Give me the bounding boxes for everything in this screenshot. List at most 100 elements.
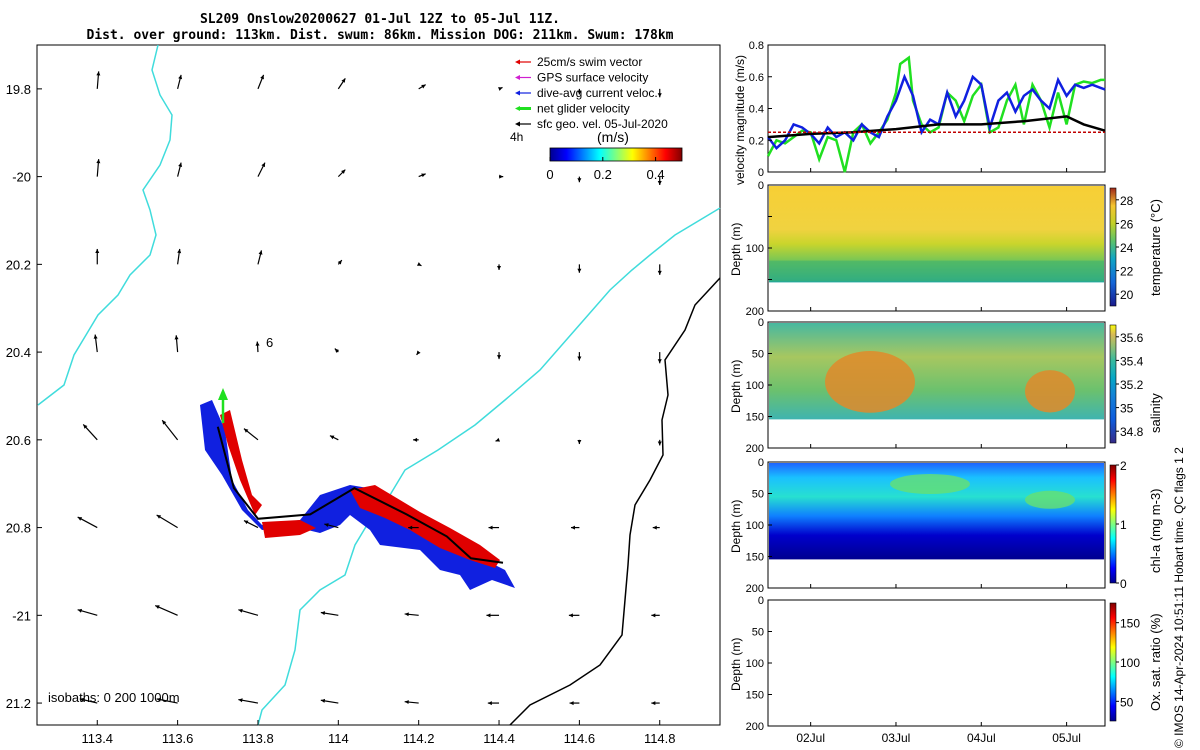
isobaths-label: isobaths: 0 200 1000m bbox=[48, 690, 180, 705]
velocity-ticks: 0 0.2 0.4 0.6 0.8 bbox=[749, 40, 1068, 179]
geo-vector-head bbox=[497, 355, 502, 360]
map-xtick-label: 114 bbox=[328, 731, 349, 746]
geo-vector-head bbox=[652, 525, 657, 530]
geo-vector-head bbox=[77, 517, 83, 521]
geo-vector-head bbox=[243, 520, 249, 525]
chart-title-line2: Dist. over ground: 113km. Dist. swum: 86… bbox=[86, 28, 674, 43]
depth-tick-label: 50 bbox=[752, 349, 764, 361]
geo-vector-head bbox=[238, 608, 243, 613]
coastline bbox=[37, 44, 173, 406]
map-axes-box bbox=[36, 44, 721, 726]
velocity-series bbox=[766, 55, 1106, 173]
colorbar-tick-label: 26 bbox=[1120, 217, 1134, 231]
geo-vector-head bbox=[79, 697, 85, 702]
depth-tick-label: 0 bbox=[758, 457, 764, 469]
geo-vector-head bbox=[162, 420, 167, 425]
geo-vector-head bbox=[486, 613, 491, 618]
legend-swatch-head bbox=[515, 59, 520, 65]
geo-vector-head bbox=[156, 514, 162, 519]
geo-vector-head bbox=[495, 437, 500, 442]
section-feature bbox=[825, 351, 915, 413]
section-feature bbox=[890, 474, 970, 495]
isobath-line bbox=[509, 277, 721, 726]
geo-vector-head bbox=[243, 428, 249, 433]
geo-vector-head bbox=[261, 162, 265, 168]
geo-vector-head bbox=[178, 74, 183, 80]
velocity-ytick-label: 0.2 bbox=[749, 135, 764, 147]
geo-vector-head bbox=[341, 169, 346, 174]
depth-tick-label: 150 bbox=[746, 690, 764, 702]
geo-vector-head bbox=[95, 248, 100, 253]
section-axes-box bbox=[767, 599, 1106, 727]
legend-label: net glider velocity bbox=[537, 102, 630, 116]
geo-vector-head bbox=[320, 698, 326, 703]
map-legend: 25cm/s swim vector GPS surface velocitydi… bbox=[515, 55, 668, 131]
geo-vector-head bbox=[568, 613, 573, 618]
swim-vector-swath bbox=[262, 520, 316, 538]
geo-vector-head bbox=[421, 173, 426, 178]
geo-vector-head bbox=[657, 181, 662, 186]
velocity-series-line bbox=[767, 115, 1106, 139]
geo-vector-head bbox=[329, 435, 335, 440]
map-ytick-label: 21.2 bbox=[6, 696, 31, 711]
geo-vector-head bbox=[320, 611, 326, 616]
legend-swatch-head bbox=[515, 106, 520, 111]
map-xtick-label: 114.4 bbox=[483, 731, 515, 746]
colorbar-unit-label: (m/s) bbox=[597, 129, 629, 145]
geo-vector-head bbox=[421, 84, 426, 89]
geo-vector-head bbox=[657, 270, 662, 275]
geo-vector bbox=[156, 514, 178, 529]
velocity-panel: 0 0.2 0.4 0.6 0.8 velocity magnitude (m/s) bbox=[733, 40, 1106, 185]
section-colorbar bbox=[1109, 602, 1117, 722]
section-feature bbox=[1025, 370, 1075, 413]
map-xtick-label: 114.2 bbox=[403, 731, 435, 746]
credit-text: © IMOS 14-Apr-2024 10:51:11 Hobart time.… bbox=[1172, 447, 1186, 748]
time-tick-label: 03Jul bbox=[882, 731, 911, 745]
colorbar-label: chl-a (mg m-3) bbox=[1148, 488, 1163, 573]
geo-vector-head bbox=[577, 440, 582, 445]
geo-vector-head bbox=[408, 525, 413, 530]
geo-vector-head bbox=[413, 437, 418, 442]
geo-vector-head bbox=[83, 424, 88, 429]
geo-vector-head bbox=[497, 265, 502, 270]
depth-tick-label: 0 bbox=[758, 595, 764, 607]
colorbar-tick-label: 35.2 bbox=[1120, 378, 1144, 392]
velocity-series-line bbox=[766, 55, 1105, 173]
geo-vector-field bbox=[77, 71, 662, 706]
colorbar-tick-label: 0 bbox=[1120, 577, 1127, 591]
section-feature bbox=[769, 260, 1104, 282]
velocity-ytick-label: 0 bbox=[758, 167, 764, 179]
map-ytick-label: -21 bbox=[12, 608, 31, 623]
section-colorbar bbox=[1109, 187, 1117, 307]
map-ytick-label: 20.4 bbox=[6, 345, 31, 360]
geo-vector-head bbox=[341, 78, 346, 83]
velocity-ytick-label: 0.8 bbox=[749, 40, 764, 52]
legend-swatch-head bbox=[515, 90, 520, 96]
geo-vector-head bbox=[174, 335, 179, 340]
colorbar-tick-label: 150 bbox=[1120, 617, 1140, 631]
geo-vector-head bbox=[177, 248, 182, 254]
geo-vector-head bbox=[337, 260, 342, 265]
depth-tick-label: 50 bbox=[752, 627, 764, 639]
depth-tick-label: 200 bbox=[746, 306, 764, 318]
legend-swatch-head bbox=[515, 75, 520, 80]
colorbar-tick-label: 24 bbox=[1120, 241, 1134, 255]
depth-tick-label: 100 bbox=[746, 380, 764, 392]
colorbar-tick-label: 34.8 bbox=[1120, 425, 1144, 439]
map-xtick-label: 113.6 bbox=[162, 731, 194, 746]
geo-vector-head bbox=[258, 250, 263, 255]
geo-vector-head bbox=[577, 268, 582, 273]
geo-vector-head bbox=[577, 90, 582, 95]
legend-label: sfc geo. vel. 05-Jul-2020 bbox=[537, 117, 668, 131]
geo-vector bbox=[161, 419, 179, 441]
colorbar-tick-label: 35 bbox=[1120, 402, 1134, 416]
depth-tick-label: 50 bbox=[752, 489, 764, 501]
map-tick-labels: 113.4 113.6 113.8 114 114.2 114.4 114.6 114.8 19… bbox=[6, 82, 676, 746]
geo-vector-head bbox=[155, 605, 160, 609]
legend-swatch-head bbox=[515, 121, 520, 127]
geo-vector-head bbox=[657, 359, 662, 364]
colorbar-tick-label: 0.2 bbox=[594, 167, 612, 182]
time-label: 4h bbox=[510, 130, 523, 144]
